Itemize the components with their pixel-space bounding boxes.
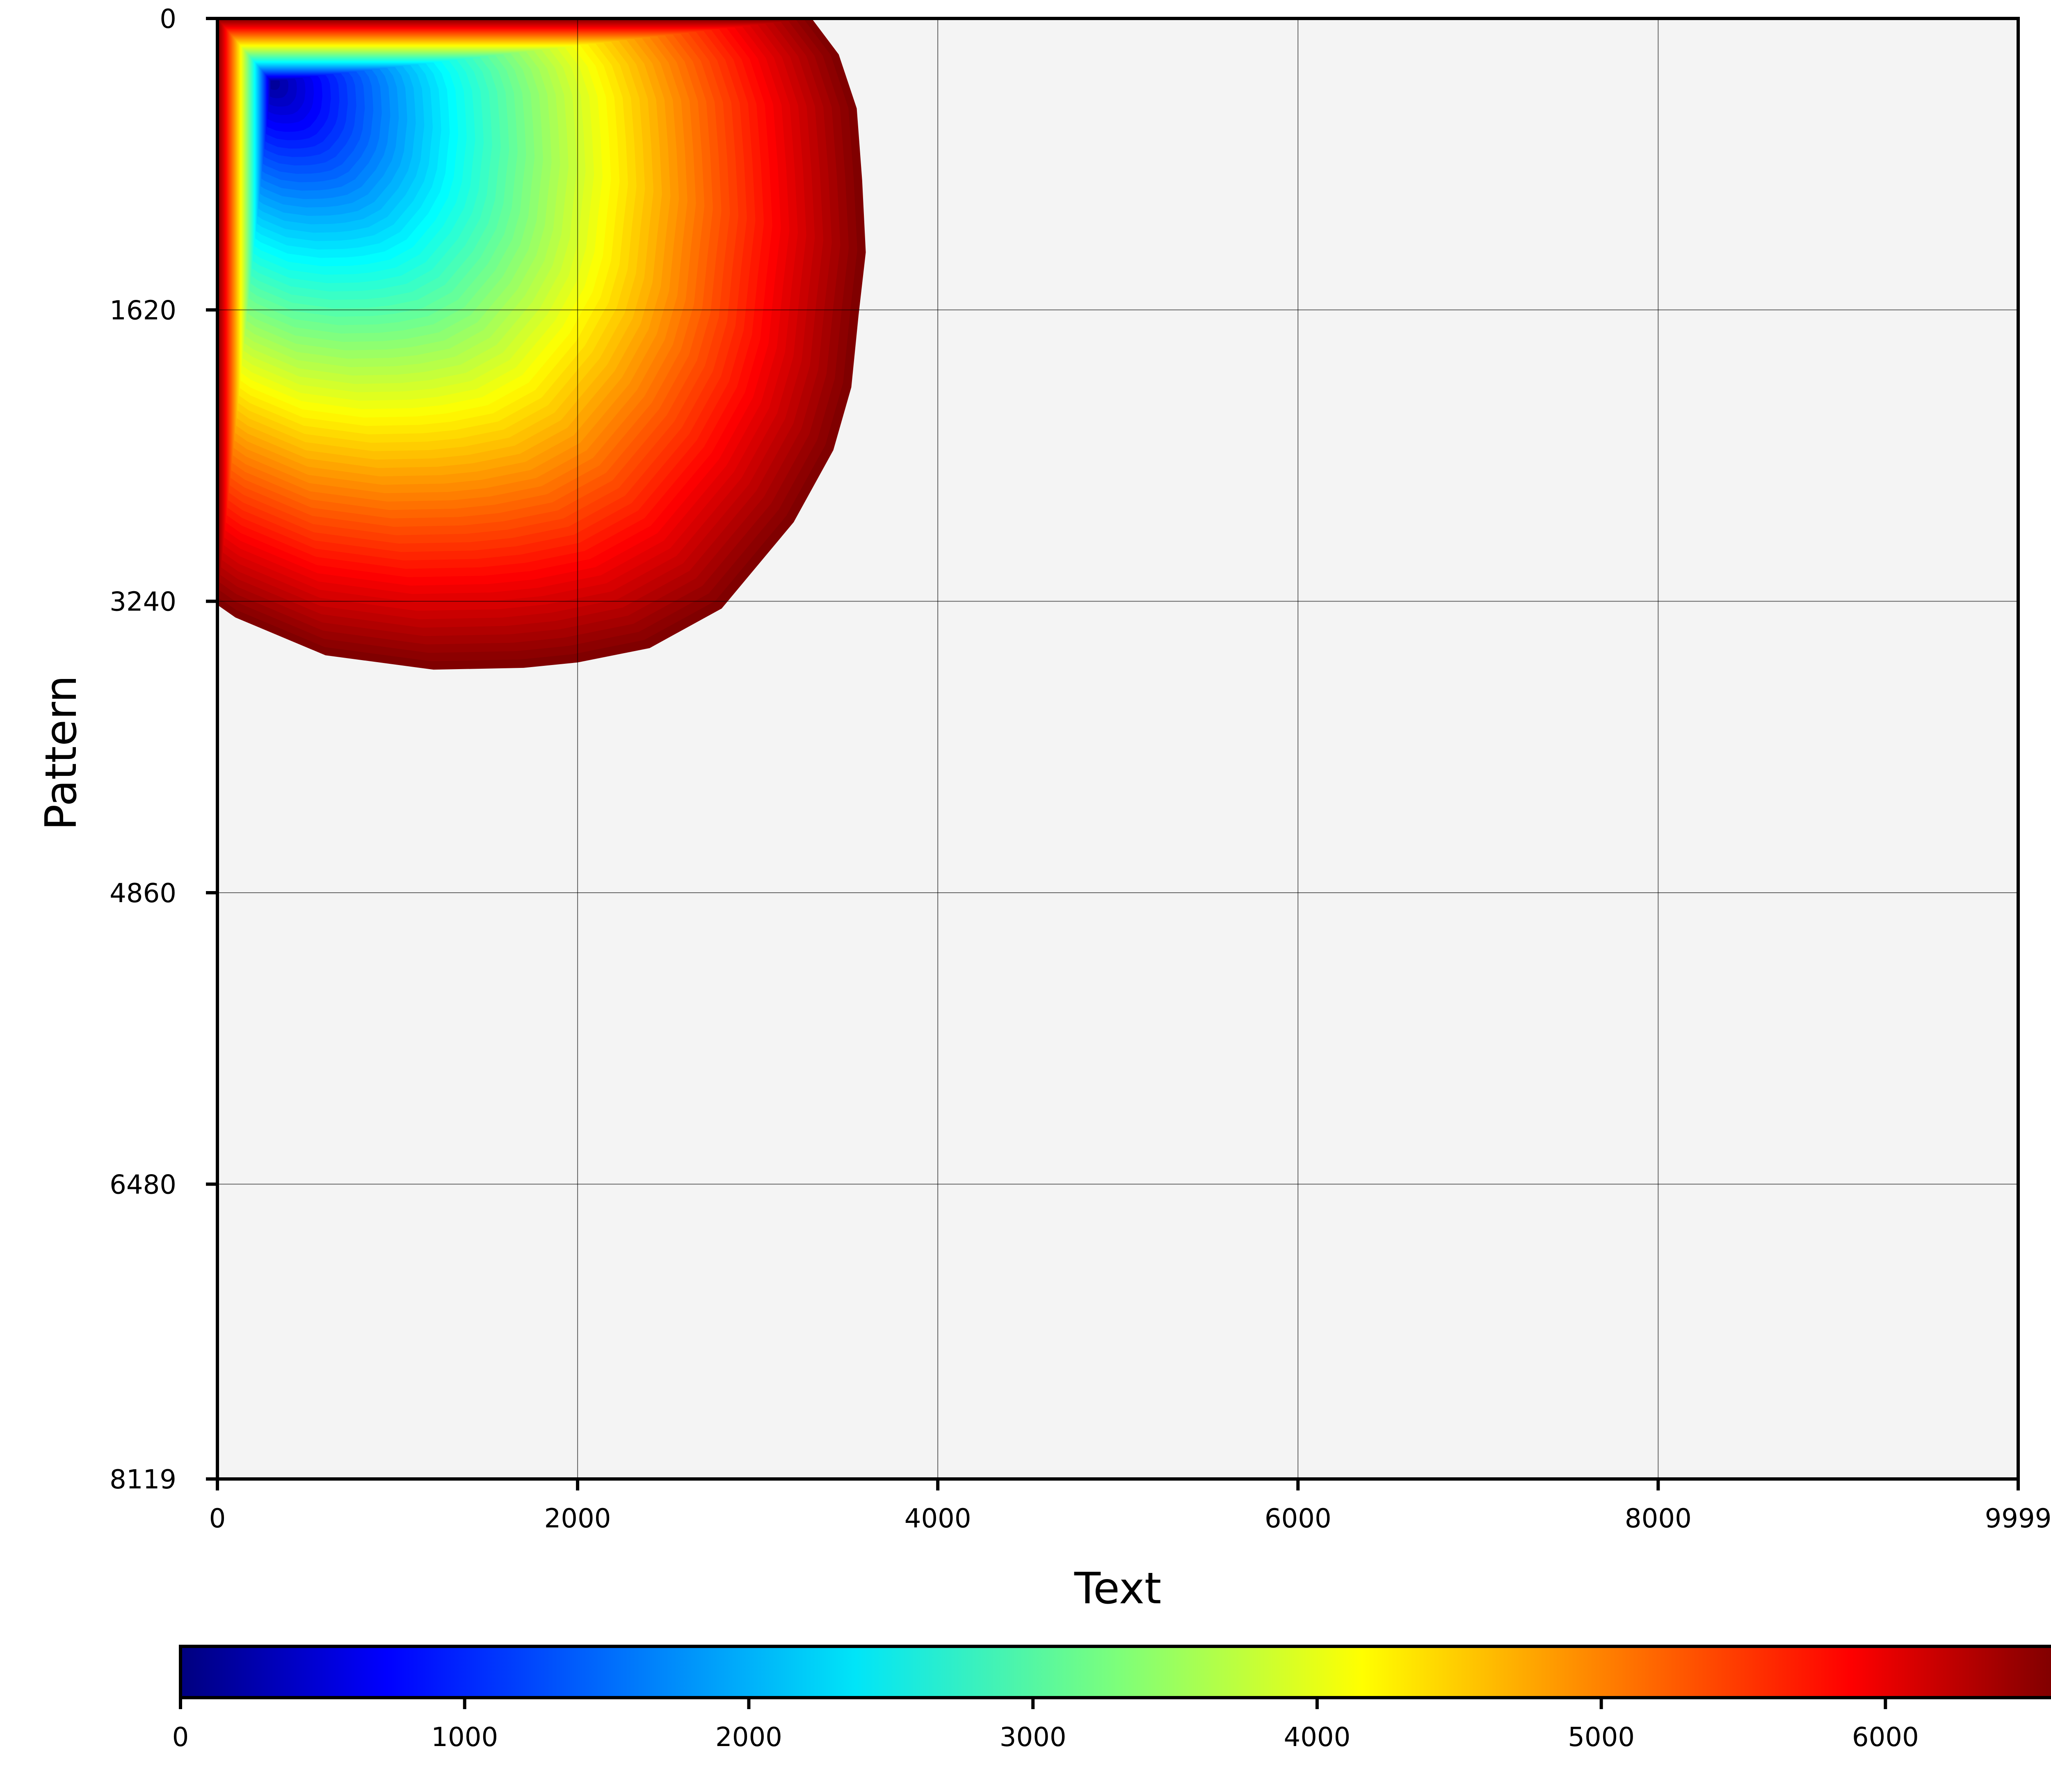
x-axis-title: Text bbox=[1074, 1563, 1161, 1614]
colorbar-tick-label: 0 bbox=[172, 1722, 189, 1753]
grid-lines bbox=[217, 18, 2018, 1479]
x-tick-label: 0 bbox=[209, 1504, 226, 1534]
x-axis: 0 2000 4000 6000 8000 9999 bbox=[209, 1479, 2051, 1534]
x-tick-label: 8000 bbox=[1625, 1504, 1692, 1534]
colorbar-tick-label: 4000 bbox=[1284, 1722, 1350, 1753]
colorbar-tick-label: 3000 bbox=[1000, 1722, 1067, 1753]
heatmap-field bbox=[217, 18, 866, 670]
y-axis-title: Pattern bbox=[36, 675, 86, 830]
y-tick-label: 3240 bbox=[110, 587, 176, 617]
y-axis: 0 1620 3240 4860 6480 8119 bbox=[110, 4, 217, 1495]
colorbar-tick-label: 5000 bbox=[1568, 1722, 1635, 1753]
y-tick-label: 1620 bbox=[110, 295, 176, 326]
y-tick-label: 6480 bbox=[110, 1170, 176, 1200]
x-tick-label: 4000 bbox=[904, 1504, 971, 1534]
colorbar bbox=[179, 1645, 2051, 1699]
y-tick-label: 4860 bbox=[110, 878, 176, 909]
colorbar-tick-label: 2000 bbox=[715, 1722, 782, 1753]
heatmap-contour-band bbox=[270, 80, 280, 90]
x-tick-label: 6000 bbox=[1265, 1504, 1332, 1534]
x-tick-label: 9999 bbox=[1985, 1504, 2051, 1534]
colorbar-tick-label: 6000 bbox=[1852, 1722, 1919, 1753]
y-tick-label: 8119 bbox=[110, 1465, 176, 1495]
plot-frame bbox=[216, 17, 2020, 1481]
colorbar-axis: 0 1000 2000 3000 4000 5000 6000 bbox=[172, 1698, 1919, 1753]
x-tick-label: 2000 bbox=[544, 1504, 611, 1534]
colorbar-tick-label: 1000 bbox=[431, 1722, 498, 1753]
y-tick-label: 0 bbox=[160, 4, 176, 34]
